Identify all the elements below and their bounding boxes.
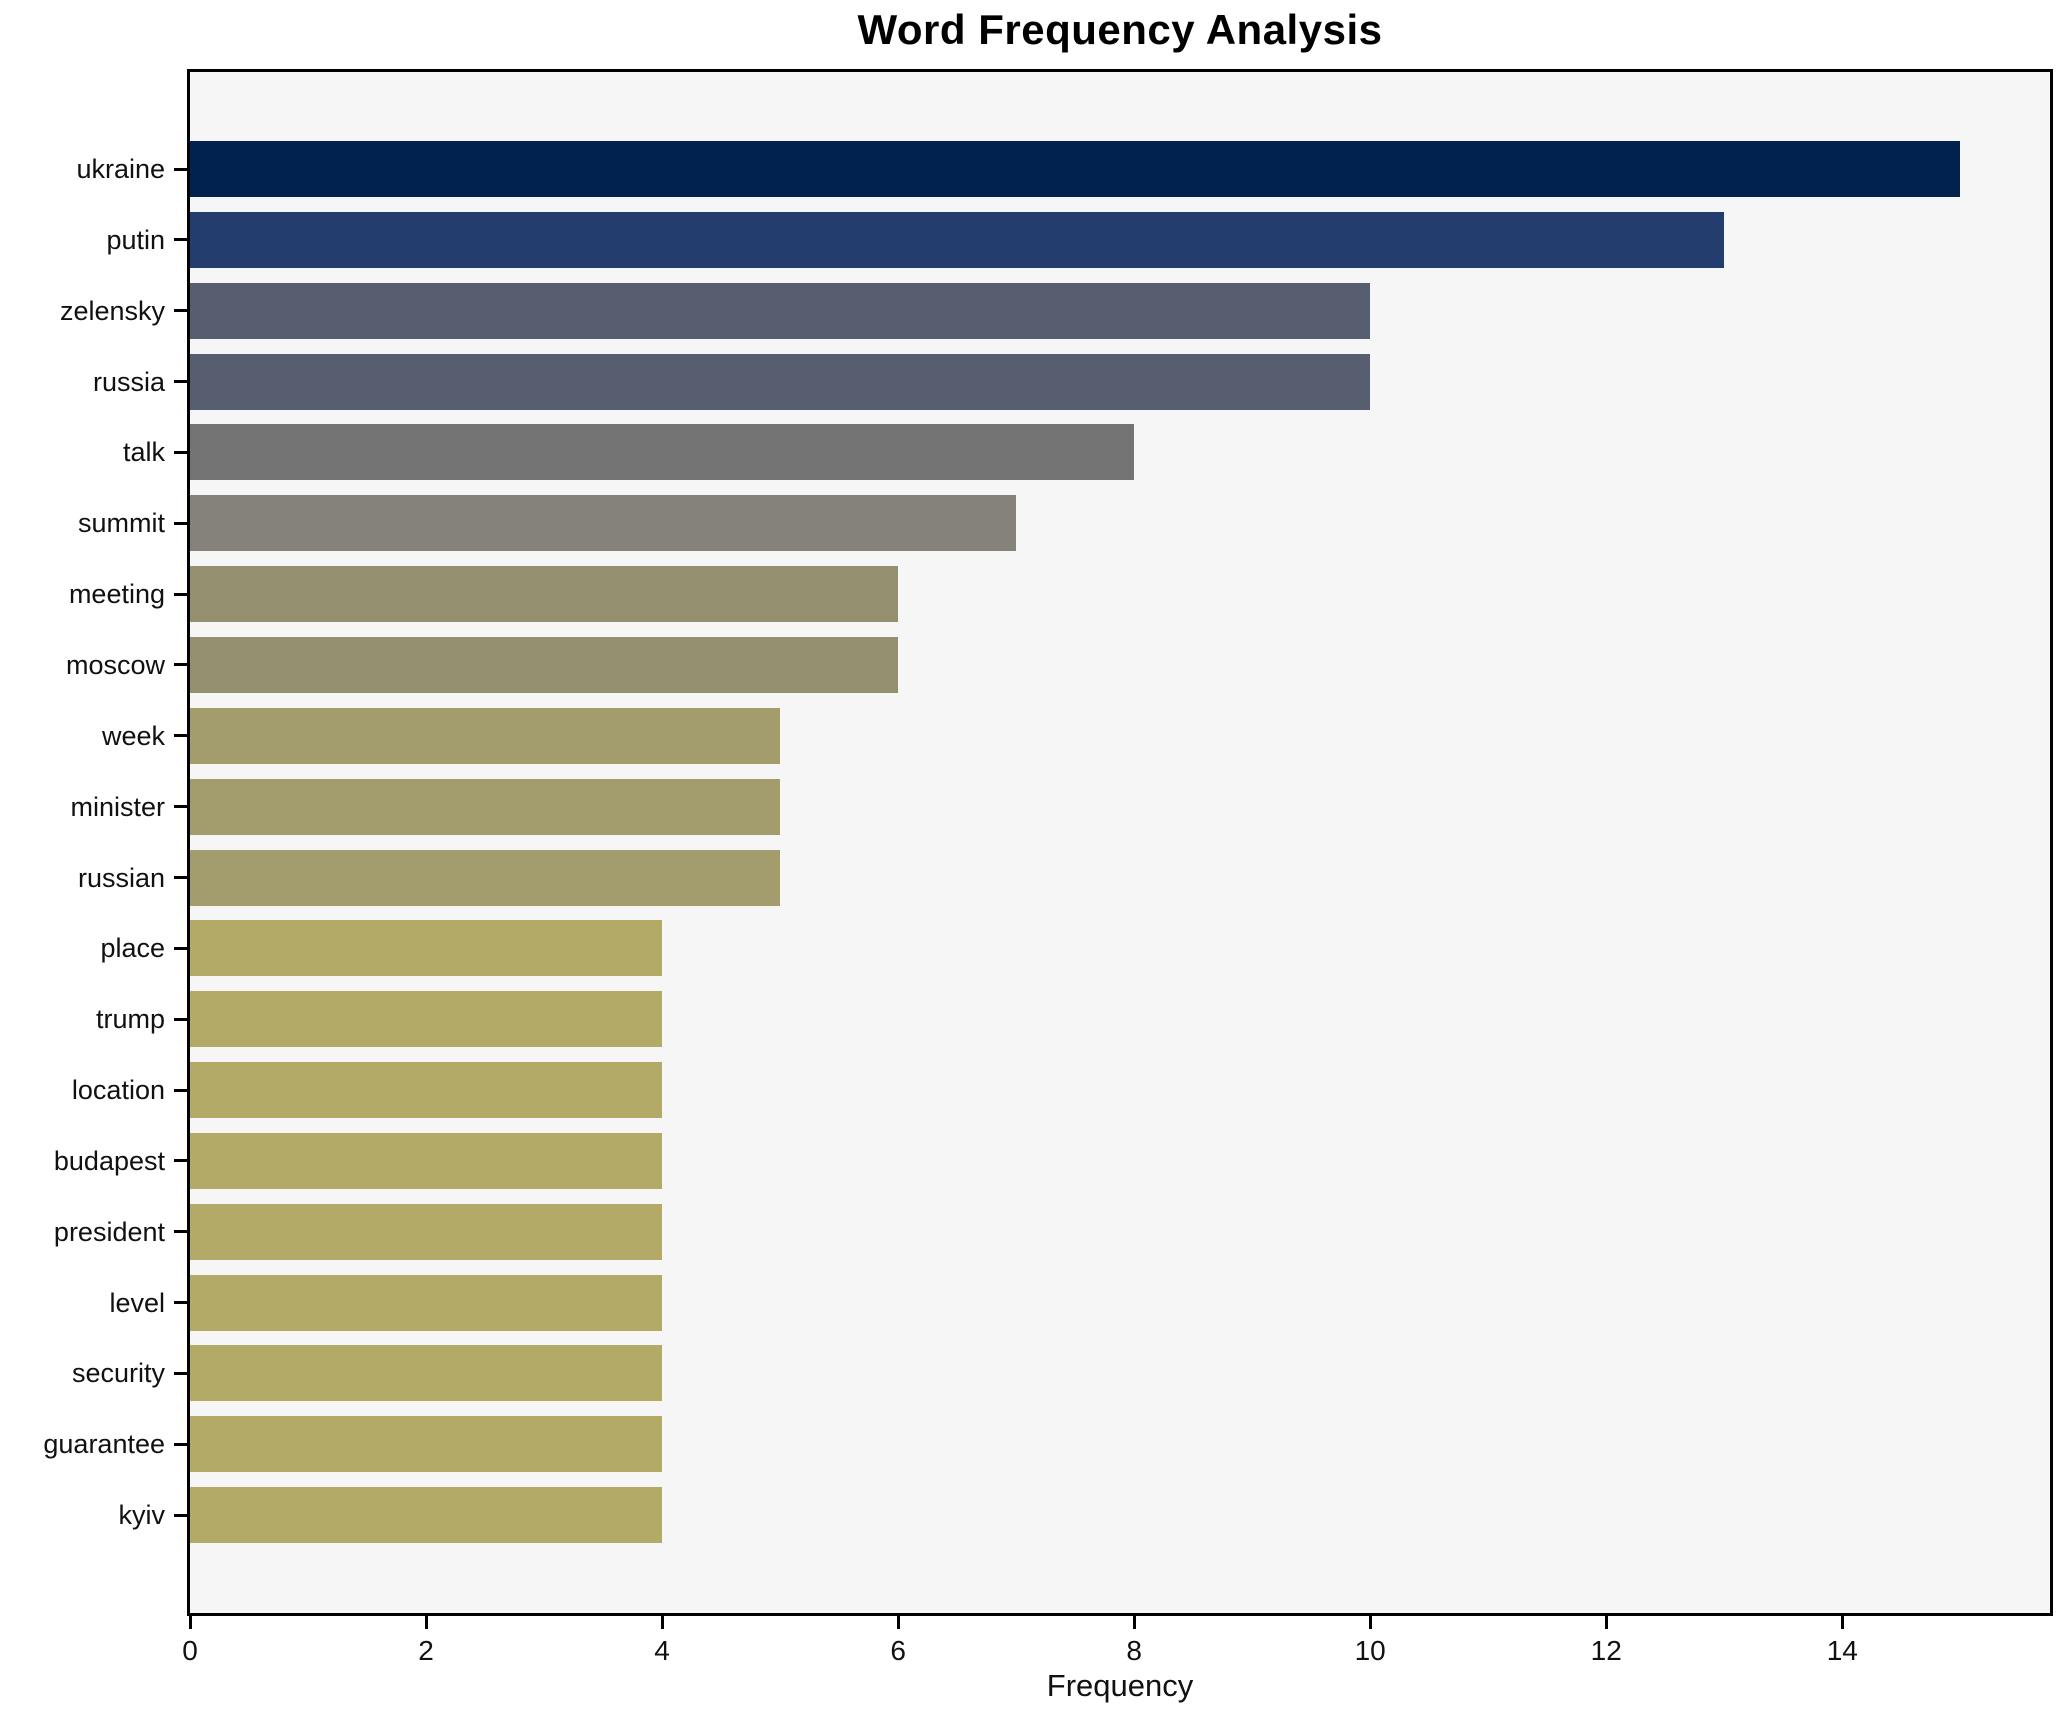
x-tick-label-6: 6: [890, 1635, 906, 1666]
y-tick-label-security: security: [71, 1358, 165, 1389]
y-tick-mark: [174, 238, 187, 242]
y-tick-mark: [174, 946, 187, 950]
bar-russian: [190, 849, 781, 906]
y-tick-mark: [174, 450, 187, 454]
y-tick-label-meeting: meeting: [68, 579, 165, 610]
bar-zelensky: [190, 282, 1371, 339]
bar-summit: [190, 495, 1017, 552]
y-tick-mark: [174, 1371, 187, 1375]
y-tick-mark: [174, 309, 187, 313]
y-tick-label-talk: talk: [122, 437, 165, 468]
x-tick-mark: [1368, 1616, 1372, 1629]
y-tick-label-zelensky: zelensky: [59, 295, 165, 326]
bar-guarantee: [190, 1416, 663, 1473]
bar-putin: [190, 211, 1725, 268]
x-tick-label-2: 2: [418, 1635, 434, 1666]
y-tick-label-location: location: [71, 1075, 165, 1106]
bar-kyiv: [190, 1487, 663, 1544]
x-tick-label-10: 10: [1354, 1635, 1386, 1666]
y-tick-mark: [174, 805, 187, 809]
y-tick-mark: [174, 1159, 187, 1163]
y-tick-label-moscow: moscow: [65, 649, 165, 680]
x-tick-mark: [424, 1616, 428, 1629]
bar-level: [190, 1274, 663, 1331]
x-tick-mark: [1840, 1616, 1844, 1629]
x-tick-label-4: 4: [654, 1635, 670, 1666]
bar-president: [190, 1203, 663, 1260]
x-tick-label-8: 8: [1126, 1635, 1142, 1666]
bar-trump: [190, 991, 663, 1048]
chart-title: Word Frequency Analysis: [857, 6, 1383, 53]
y-tick-label-place: place: [100, 933, 165, 964]
x-tick-mark: [896, 1616, 900, 1629]
x-tick-mark: [660, 1616, 664, 1629]
y-tick-mark: [174, 1301, 187, 1305]
bar-security: [190, 1345, 663, 1402]
y-tick-mark: [174, 521, 187, 525]
x-axis-label: Frequency: [1046, 1668, 1194, 1703]
y-tick-label-president: president: [53, 1216, 165, 1247]
y-tick-mark: [174, 1513, 187, 1517]
bar-russia: [190, 353, 1371, 410]
y-tick-mark: [174, 380, 187, 384]
bar-week: [190, 707, 781, 764]
y-tick-label-putin: putin: [106, 224, 165, 255]
bar-place: [190, 920, 663, 977]
y-tick-label-week: week: [101, 720, 165, 751]
bar-meeting: [190, 566, 899, 623]
y-tick-mark: [174, 1230, 187, 1234]
y-tick-label-trump: trump: [95, 1004, 165, 1035]
bars-layer: [190, 72, 2050, 1613]
y-tick-mark: [174, 1088, 187, 1092]
y-tick-mark: [174, 1442, 187, 1446]
y-tick-mark: [174, 592, 187, 596]
x-tick-mark: [188, 1616, 192, 1629]
y-tick-label-summit: summit: [78, 508, 165, 539]
y-tick-mark: [174, 663, 187, 667]
y-tick-mark: [174, 876, 187, 879]
y-tick-label-budapest: budapest: [53, 1145, 165, 1176]
x-tick-label-12: 12: [1590, 1635, 1622, 1666]
y-tick-label-ukraine: ukraine: [76, 154, 165, 184]
y-tick-label-guarantee: guarantee: [43, 1429, 165, 1460]
y-tick-label-minister: minister: [70, 791, 165, 822]
y-tick-label-kyiv: kyiv: [118, 1500, 166, 1531]
y-tick-mark: [174, 167, 187, 171]
x-tick-label-14: 14: [1826, 1635, 1858, 1666]
bar-talk: [190, 424, 1135, 481]
plot-area: [187, 69, 2053, 1616]
bar-budapest: [190, 1132, 663, 1189]
bar-location: [190, 1062, 663, 1119]
bar-moscow: [190, 636, 899, 693]
y-tick-mark: [174, 1017, 187, 1021]
x-tick-label-0: 0: [182, 1635, 198, 1666]
x-tick-mark: [1132, 1616, 1136, 1629]
bar-ukraine: [190, 141, 1961, 197]
y-tick-mark: [174, 734, 187, 738]
y-tick-label-level: level: [109, 1287, 165, 1318]
y-tick-label-russian: russian: [77, 862, 165, 893]
x-tick-mark: [1604, 1616, 1608, 1629]
bar-minister: [190, 778, 781, 835]
y-tick-label-russia: russia: [92, 366, 165, 397]
